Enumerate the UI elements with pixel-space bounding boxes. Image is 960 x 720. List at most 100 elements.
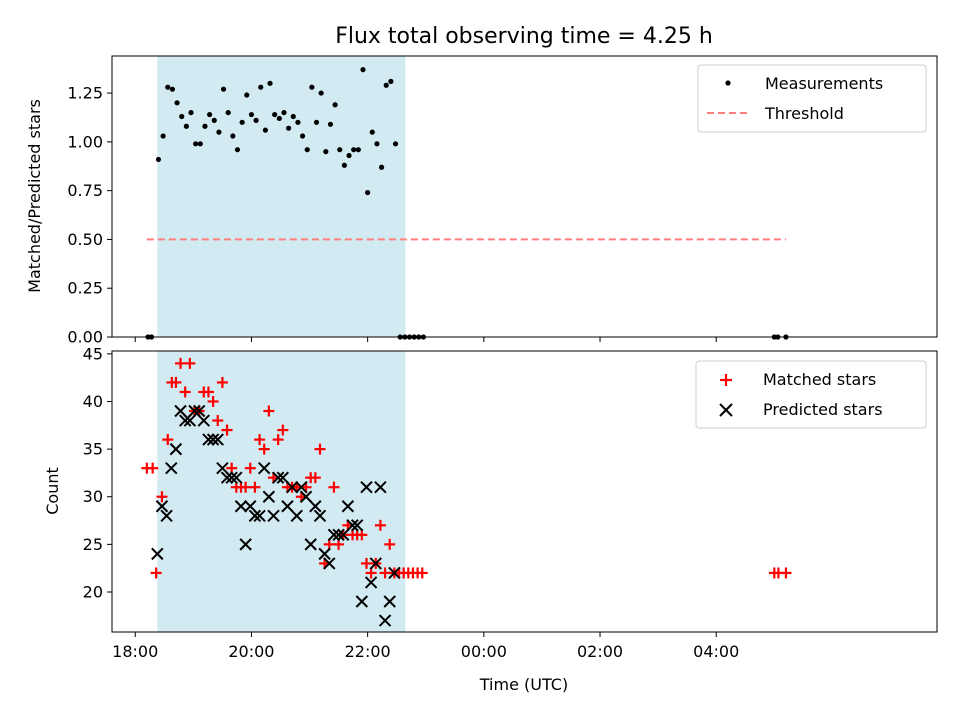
bottom-x-ticks: 18:00 20:00 22:00 00:00 02:00 04:00 — [112, 632, 739, 661]
shaded-interval-rect — [157, 56, 406, 337]
predicted-star-point — [276, 471, 290, 484]
measurement-point — [309, 84, 315, 90]
predicted-star-point — [350, 519, 364, 532]
predicted-star-point — [332, 528, 345, 542]
bottom-y-ticks: 20 25 30 35 40 45 — [83, 344, 112, 601]
matched-star-point — [147, 462, 159, 474]
x-tick-label: 20:00 — [228, 642, 274, 661]
predicted-star-point — [285, 481, 299, 494]
measurement-point — [248, 111, 255, 118]
measurement-point — [332, 102, 338, 108]
chart-title: Flux total observing time = 4.25 h — [335, 24, 713, 49]
y-tick-label: 0.75 — [67, 181, 103, 200]
measurement-point — [327, 121, 334, 127]
measurement-point — [183, 123, 189, 129]
matched-star-point — [244, 462, 256, 474]
measurement-point — [290, 113, 296, 120]
predicted-star-point — [262, 490, 276, 503]
predicted-star-point — [309, 500, 322, 513]
bottom-legend-box — [695, 360, 927, 429]
measurement-point — [207, 111, 213, 118]
measurement-point — [188, 109, 194, 116]
predicted-star-point — [234, 500, 248, 513]
predicted-star-point — [183, 414, 197, 427]
measurement-point — [174, 100, 180, 106]
measurement-point — [155, 156, 162, 163]
matched-star-point — [374, 519, 386, 531]
measurement-point — [313, 119, 320, 125]
measurement-point — [193, 141, 199, 147]
measurement-point — [383, 82, 389, 88]
matched-star-point — [379, 567, 391, 579]
x-tick-label: 02:00 — [577, 642, 623, 661]
measurement-point — [337, 147, 343, 153]
matched-star-point — [263, 405, 275, 417]
predicted-star-point — [360, 481, 373, 494]
matched-star-point — [156, 491, 168, 503]
measurement-point — [369, 129, 375, 135]
legend-matched-label: Matched stars — [763, 370, 876, 389]
y-tick-label: 35 — [83, 440, 103, 459]
predicted-stars-series — [151, 404, 401, 627]
matched-star-point — [254, 434, 266, 446]
predicted-star-point — [192, 404, 206, 418]
predicted-star-point — [318, 547, 331, 561]
measurement-point — [179, 113, 185, 120]
measurement-point — [267, 80, 273, 86]
legend-matched-marker — [720, 374, 732, 386]
predicted-star-point — [281, 500, 294, 513]
bottom-panel: 20 25 30 35 40 45 18:00 20:00 22:00 00:00 02:00 04… — [43, 344, 938, 694]
matched-star-point — [175, 357, 187, 369]
matched-star-point — [258, 443, 270, 455]
predicted-star-point — [388, 566, 401, 580]
matched-star-point — [150, 567, 162, 579]
matched-star-point — [179, 386, 191, 398]
predicted-star-point — [369, 557, 382, 570]
predicted-star-point — [364, 576, 378, 589]
measurement-point — [211, 117, 217, 123]
predicted-star-point — [267, 509, 280, 522]
matched-star-point — [249, 481, 261, 493]
legend-threshold-label: Threshold — [764, 104, 844, 123]
predicted-star-point — [216, 461, 229, 475]
measurement-point — [234, 147, 241, 153]
legend-measurements-label: Measurements — [765, 74, 883, 93]
y-tick-label: 25 — [83, 535, 103, 554]
predicted-star-point — [355, 595, 369, 608]
measurement-point — [230, 133, 236, 139]
predicted-star-point — [295, 481, 308, 494]
predicted-star-point — [220, 471, 234, 484]
top-shaded-interval — [157, 56, 406, 337]
top-axes-frame — [111, 55, 938, 338]
x-axis-label: Time (UTC) — [479, 675, 568, 694]
y-tick-label: 40 — [83, 392, 103, 411]
matched-star-point — [416, 567, 428, 579]
bottom-y-axis-label: Count — [43, 467, 62, 515]
measurement-point — [258, 84, 264, 90]
measurement-point — [323, 149, 329, 155]
bottom-shaded-interval — [157, 351, 406, 632]
matched-star-point — [272, 434, 284, 446]
measurement-point — [216, 129, 222, 135]
measurement-point — [365, 189, 371, 196]
measurement-point — [286, 125, 292, 131]
predicted-star-point — [230, 471, 243, 484]
top-legend: Measurements Threshold — [697, 64, 927, 133]
measurement-point — [360, 67, 366, 73]
legend-predicted-label: Predicted stars — [763, 400, 883, 419]
y-tick-label: 30 — [83, 487, 103, 506]
measurement-point — [295, 119, 301, 125]
predicted-star-point — [378, 614, 392, 627]
top-panel: 0.00 0.25 0.50 0.75 1.00 1.25 Matched/Predict… — [25, 55, 938, 347]
predicted-star-point — [151, 547, 164, 561]
measurement-point — [244, 92, 250, 98]
matched-star-point — [309, 472, 321, 484]
predicted-star-point — [225, 471, 238, 484]
predicted-star-point — [206, 433, 220, 446]
predicted-star-point — [197, 414, 211, 427]
y-tick-label: 20 — [83, 582, 103, 601]
y-tick-label: 0.50 — [67, 230, 103, 249]
matched-star-point — [277, 424, 289, 436]
measurement-point — [197, 141, 203, 147]
